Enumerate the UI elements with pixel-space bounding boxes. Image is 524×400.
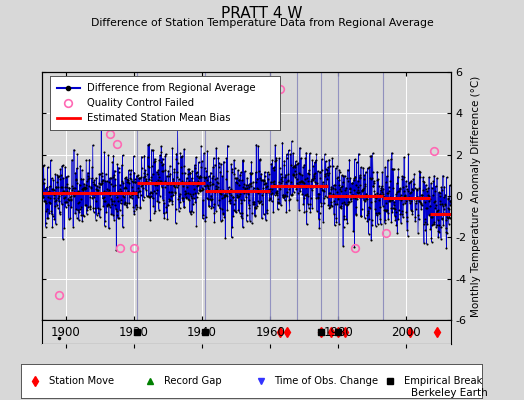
Text: Difference of Station Temperature Data from Regional Average: Difference of Station Temperature Data f… [91, 18, 433, 28]
Text: Estimated Station Mean Bias: Estimated Station Mean Bias [86, 113, 230, 123]
Text: Quality Control Failed: Quality Control Failed [86, 98, 194, 108]
Text: Station Move: Station Move [49, 376, 114, 386]
Y-axis label: Monthly Temperature Anomaly Difference (°C): Monthly Temperature Anomaly Difference (… [471, 75, 481, 317]
Text: Time of Obs. Change: Time of Obs. Change [275, 376, 379, 386]
Text: Difference from Regional Average: Difference from Regional Average [86, 83, 255, 93]
Text: Empirical Break: Empirical Break [403, 376, 482, 386]
Text: PRATT 4 W: PRATT 4 W [221, 6, 303, 21]
Text: Record Gap: Record Gap [164, 376, 222, 386]
Text: Berkeley Earth: Berkeley Earth [411, 388, 487, 398]
